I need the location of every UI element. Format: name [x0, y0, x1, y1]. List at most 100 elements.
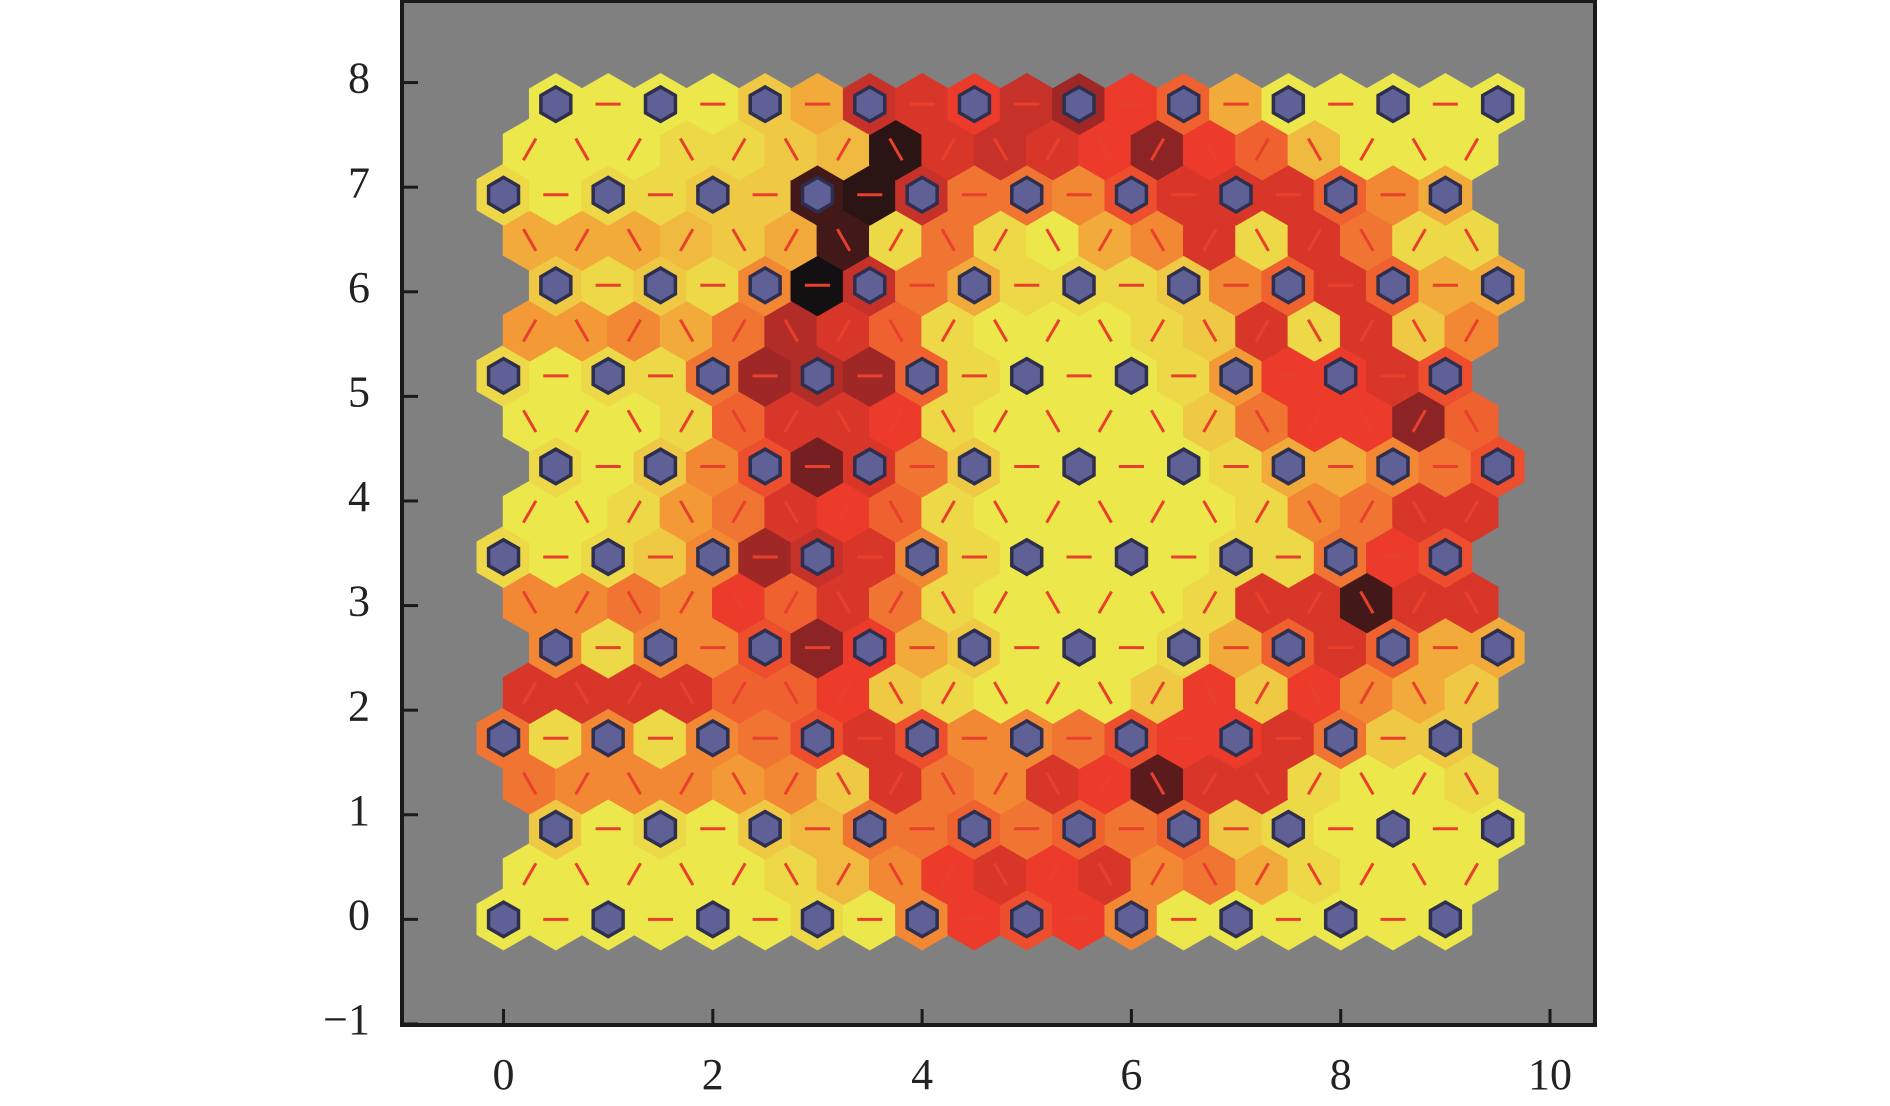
distance-dash [783, 862, 799, 886]
distance-dash [783, 681, 799, 705]
x-tick-label: 2 [702, 1050, 724, 1099]
neuron-node [486, 356, 521, 396]
distance-dash [731, 409, 747, 433]
neuron-node [1323, 175, 1358, 215]
distance-dash [888, 318, 904, 343]
distance-dash [993, 228, 1009, 252]
distance-dash [731, 590, 747, 614]
neuron-node [905, 537, 939, 577]
distance-dash [888, 228, 904, 252]
distance-dash [1463, 500, 1480, 524]
distance-dash [1202, 228, 1218, 252]
distance-dash [940, 409, 956, 433]
y-tick-label: 3 [348, 577, 370, 626]
distance-dash [783, 318, 799, 343]
distance-dash [1097, 590, 1113, 614]
distance-dash [522, 681, 538, 705]
neuron-node [957, 809, 992, 849]
distance-dash [574, 771, 590, 796]
neuron-node [591, 175, 625, 215]
y-tick-label: 1 [348, 786, 370, 835]
distance-dash [1254, 318, 1270, 343]
distance-dash [1097, 318, 1113, 343]
neuron-node [1428, 537, 1463, 577]
neuron-node [1376, 265, 1410, 305]
distance-dash [1045, 681, 1061, 705]
neuron-node [957, 447, 992, 486]
neuron-node [1114, 537, 1149, 577]
neuron-node [1219, 900, 1253, 939]
distance-dash [1359, 228, 1375, 252]
distance-dash [940, 590, 956, 614]
neuron-node [1167, 265, 1201, 305]
neuron-node [1062, 809, 1096, 849]
distance-dash [1306, 500, 1323, 524]
distance-dash [940, 137, 956, 162]
distance-dash [626, 590, 642, 614]
neuron-node [1428, 356, 1463, 396]
distance-dash [1306, 137, 1323, 162]
distance-dash [836, 681, 852, 705]
x-tick-label: 10 [1528, 1050, 1572, 1099]
neuron-node [539, 265, 573, 305]
distance-dash [1411, 228, 1427, 252]
distance-dash [1149, 681, 1166, 705]
distance-dash [1149, 771, 1166, 796]
neuron-node [591, 900, 625, 939]
neuron-node [1271, 628, 1306, 667]
distance-dash [1045, 500, 1061, 524]
distance-dash [1411, 409, 1427, 433]
distance-dash [522, 862, 538, 886]
distance-dash [1306, 590, 1323, 614]
neuron-node [696, 175, 730, 215]
distance-dash [1045, 590, 1061, 614]
neuron-node [1428, 900, 1463, 939]
distance-dash [1411, 590, 1427, 614]
distance-dash [1411, 862, 1427, 886]
distance-dash [836, 409, 852, 433]
neuron-node [486, 537, 521, 577]
neuron-node [1271, 447, 1306, 486]
distance-dash [574, 590, 590, 614]
neuron-node [1114, 356, 1149, 396]
distance-dash [1254, 771, 1270, 796]
y-tick-label: 2 [348, 681, 370, 730]
neuron-node [1219, 175, 1253, 215]
distance-dash [1149, 137, 1166, 162]
distance-dash [993, 590, 1009, 614]
y-tick-label: 0 [348, 890, 370, 939]
neuron-node [748, 628, 782, 667]
neuron-node [800, 900, 835, 939]
neuron-node [1480, 84, 1515, 124]
neuron-node [643, 265, 678, 305]
distance-dash [1045, 771, 1061, 796]
distance-dash [679, 409, 695, 433]
distance-dash [522, 318, 538, 343]
distance-dash [522, 409, 538, 433]
neuron-node [853, 265, 887, 305]
distance-dash [993, 318, 1009, 343]
neuron-node [905, 900, 939, 939]
distance-dash [1463, 771, 1480, 796]
distance-dash [940, 681, 956, 705]
neuron-node [1167, 84, 1201, 124]
distance-dash [574, 137, 590, 162]
y-tick-label: 5 [348, 367, 370, 416]
neuron-node [1376, 628, 1410, 667]
distance-dash [1097, 137, 1113, 162]
distance-dash [1306, 318, 1323, 343]
distance-dash [626, 681, 642, 705]
neuron-node [957, 84, 992, 124]
distance-dash [1202, 500, 1218, 524]
y-tick-label: −1 [323, 995, 370, 1044]
neuron-node [486, 718, 521, 758]
distance-dash [1202, 862, 1218, 886]
distance-dash [679, 228, 695, 252]
neuron-node [1062, 84, 1096, 124]
distance-dash [1306, 228, 1323, 252]
neuron-node [853, 809, 887, 849]
neuron-node [1323, 537, 1358, 577]
distance-dash [1254, 409, 1270, 433]
neuron-node [853, 628, 887, 667]
distance-dash [1045, 318, 1061, 343]
